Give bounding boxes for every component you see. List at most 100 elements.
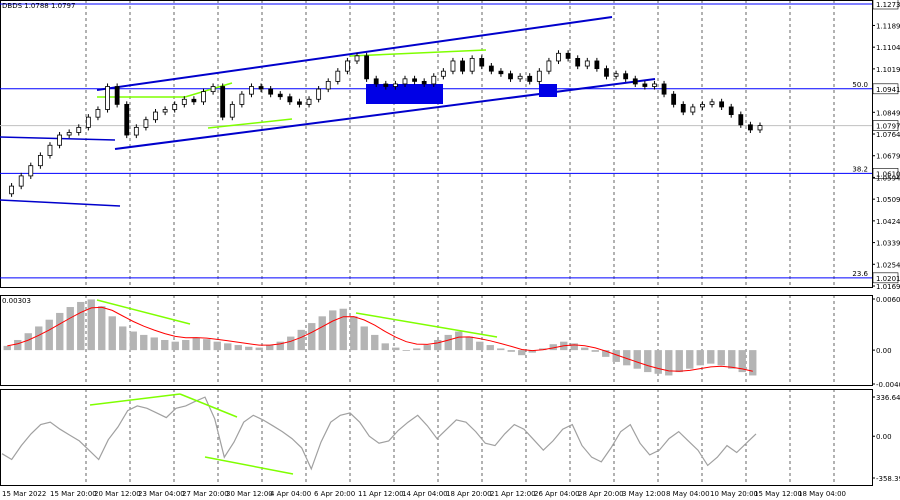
macd-bar [675, 350, 683, 373]
macd-bar [255, 347, 263, 351]
osc-divergence-2 [179, 393, 238, 418]
price-tick-label: 1.0201 [876, 275, 900, 283]
candle-body [364, 55, 370, 80]
macd-divergence-1 [96, 299, 191, 325]
macd-bar [77, 301, 85, 351]
macd-bar [87, 299, 95, 351]
macd-bar [297, 329, 305, 351]
channel-upper-line [96, 16, 613, 91]
macd-bar [108, 316, 116, 351]
time-tick-label: 10 May 20:00 [710, 490, 758, 498]
price-tick-label: 1.0849 [876, 109, 900, 117]
candle-body [153, 111, 158, 121]
candle-body [748, 124, 753, 131]
candle-body [728, 106, 734, 116]
candle-body [306, 98, 312, 105]
candle-body [632, 78, 638, 85]
macd-bar [140, 334, 148, 351]
macd-bar [486, 345, 494, 351]
macd-bar [738, 350, 746, 373]
divergence-line-4 [349, 49, 487, 57]
macd-bar [717, 350, 725, 366]
time-tick-label: 30 Mar 12:00 [226, 490, 273, 498]
candle-body [354, 55, 360, 62]
candle-body [210, 86, 216, 93]
candle-body [450, 60, 456, 72]
candle-body [412, 78, 417, 82]
macd-bar [234, 345, 242, 351]
macd-panel-frame [0, 295, 873, 386]
price-tick-label: 1.0941 [876, 86, 900, 94]
macd-bar [465, 336, 473, 351]
candle-body [325, 80, 331, 90]
oscillator-panel-frame [0, 389, 873, 486]
macd-bar [549, 344, 557, 351]
time-tick-label: 23 Mar 04:00 [138, 490, 185, 498]
candle-body [460, 60, 465, 72]
macd-bar [623, 350, 631, 366]
candle-body [642, 83, 648, 87]
time-tick-label: 14 Apr 04:00 [402, 490, 448, 498]
candle-body [239, 93, 245, 105]
macd-bar [581, 347, 589, 351]
price-tag-box [872, 272, 899, 284]
price-tick-label: 1.0424 [876, 218, 900, 226]
time-tick-label: 4 Apr 04:00 [270, 490, 311, 498]
candle-body [277, 93, 283, 98]
candle-body [114, 86, 120, 105]
candle-body [546, 60, 552, 72]
candle-body [479, 58, 485, 67]
candle-body [604, 68, 609, 77]
candle-body [709, 101, 715, 105]
macd-bar [287, 336, 295, 351]
macd-bar [98, 306, 106, 351]
price-tick-label: 1.0610 [876, 170, 900, 178]
candle-body [66, 132, 72, 136]
support-zone [366, 84, 443, 104]
time-tick-label: 8 May 04:00 [666, 490, 710, 498]
candle-body [373, 78, 379, 85]
candle-body [95, 109, 101, 118]
time-tick-label: 3 May 12:00 [622, 490, 666, 498]
candle-body [431, 75, 437, 85]
candle-body [556, 52, 561, 62]
candle-body [575, 58, 581, 67]
oscillator-line [1, 396, 757, 471]
macd-bar [707, 350, 715, 364]
macd-bar [350, 316, 358, 351]
macd-bar [3, 345, 11, 351]
price-panel-frame [0, 0, 873, 288]
macd-bar [518, 350, 526, 356]
candle-body [690, 106, 696, 113]
candle-body [162, 109, 168, 113]
candle-body [37, 155, 43, 167]
candle-body [623, 73, 629, 80]
macd-axis: 0.00605 0.00 -0.00401 [872, 296, 900, 389]
candle-body [85, 116, 91, 128]
candle-body [297, 101, 302, 105]
candle-body [498, 70, 504, 75]
macd-bar [392, 347, 400, 351]
level-name: 38.2 [852, 165, 868, 173]
price-tick-label: 1.0797 [876, 123, 900, 131]
chart-header: DBDS 1.0788 1.0797 [2, 2, 75, 10]
vertical-gridlines [85, 0, 835, 486]
channel-lower-line [114, 78, 656, 150]
candle-body [536, 70, 542, 82]
macd-bar [434, 339, 442, 351]
candle-body [229, 103, 235, 118]
candle-body [124, 103, 130, 136]
macd-divergence-2 [355, 312, 498, 338]
macd-bar [203, 339, 211, 351]
macd-bar [161, 339, 169, 351]
macd-bar [728, 350, 736, 369]
price-tick-label: 1.0594 [876, 174, 900, 182]
candle-body [220, 86, 226, 118]
macd-bar [497, 348, 505, 351]
macd-bar [192, 337, 200, 351]
macd-bar [644, 350, 652, 373]
candle-body [392, 83, 398, 87]
divergence-line-3 [207, 118, 293, 129]
time-tick-label: 20 Mar 12:00 [94, 490, 141, 498]
